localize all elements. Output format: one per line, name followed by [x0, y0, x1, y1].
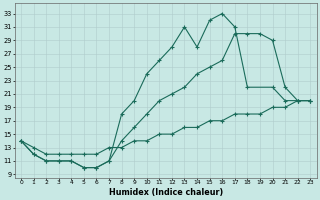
X-axis label: Humidex (Indice chaleur): Humidex (Indice chaleur) — [108, 188, 223, 197]
